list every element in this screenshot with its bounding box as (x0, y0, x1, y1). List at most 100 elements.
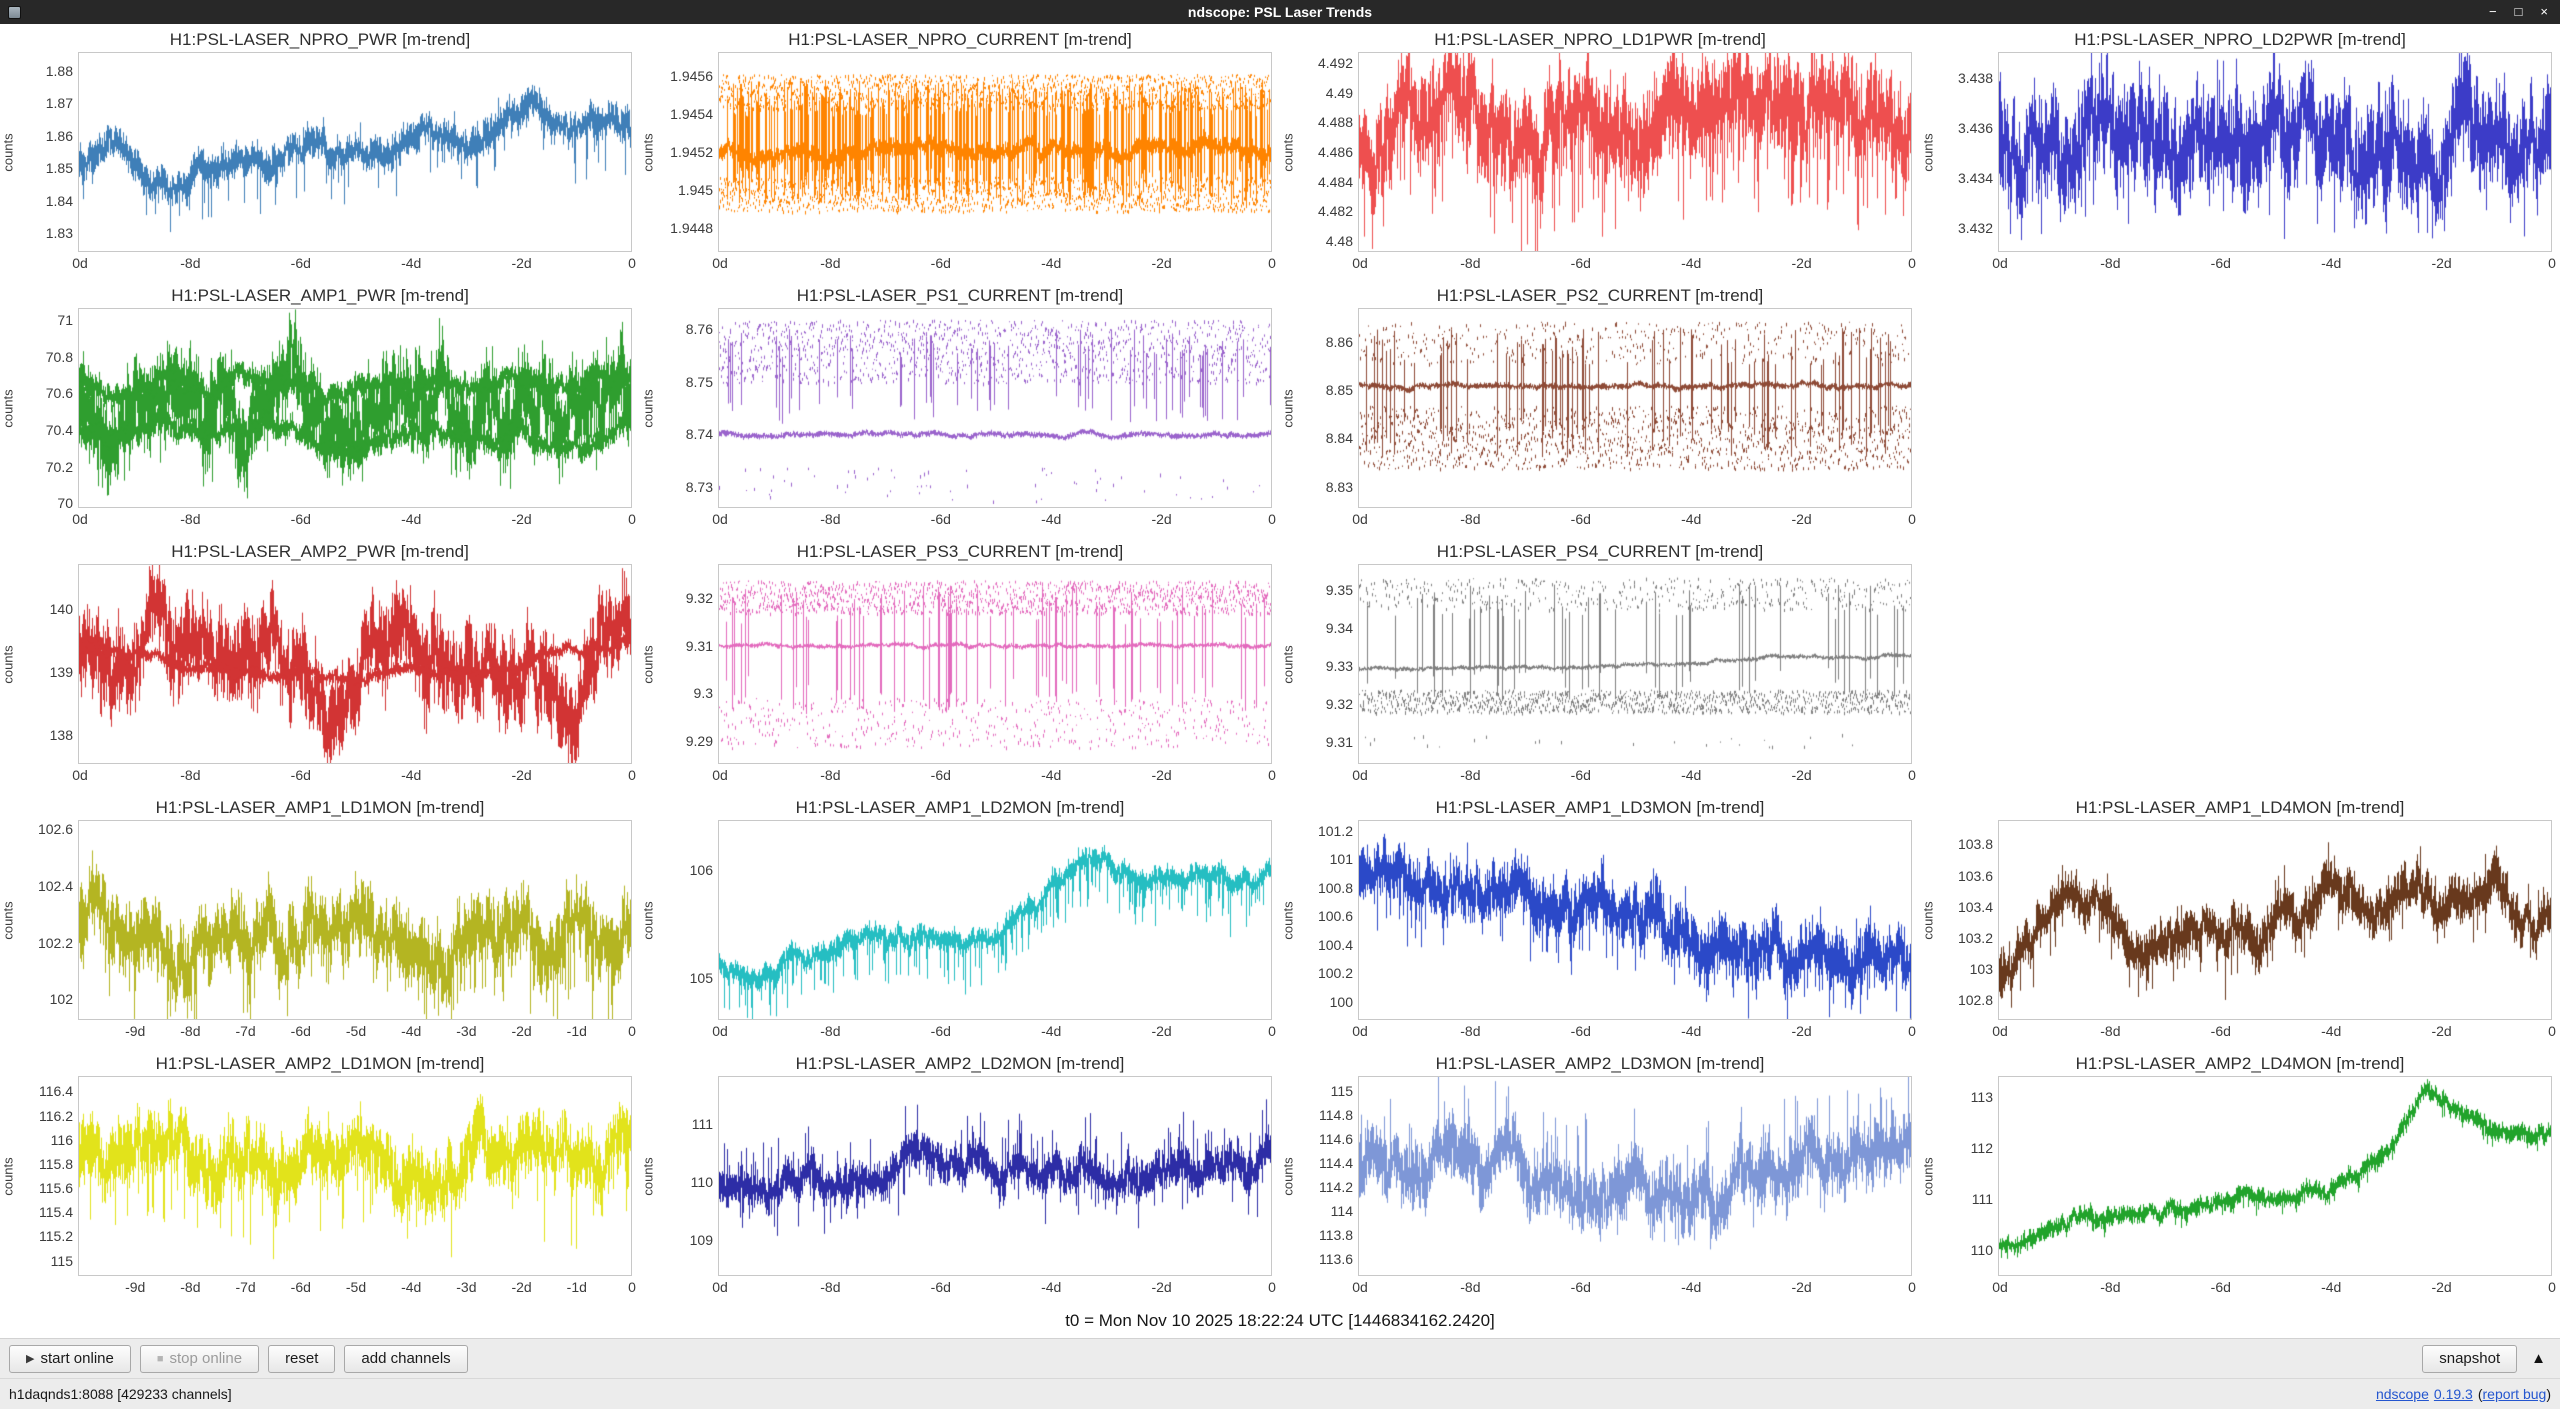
plot-canvas[interactable] (79, 53, 631, 251)
app-icon (8, 5, 21, 19)
x-tick-label: 0 (1268, 1023, 1276, 1039)
y-axis-label: counts (640, 132, 656, 172)
y-tick-label: 1.87 (45, 95, 73, 112)
x-tick-label: -8d (1460, 1279, 1481, 1295)
maximize-icon[interactable]: □ (2514, 4, 2523, 19)
plot-canvas[interactable] (1359, 53, 1911, 251)
plot-canvas[interactable] (1359, 1077, 1911, 1275)
x-tick-label: -2d (1151, 1279, 1172, 1295)
plot-title: H1:PSL-LASER_AMP1_LD3MON [m-trend] (1435, 798, 1765, 817)
x-tick-label: -6d (930, 511, 951, 527)
y-tick-label: 100.4 (1317, 936, 1353, 953)
x-tick-label: -8d (180, 255, 201, 271)
plot-canvas[interactable] (719, 309, 1271, 507)
x-tick-label: -4d (2321, 255, 2342, 271)
plot-canvas[interactable] (719, 1077, 1271, 1275)
y-tick-label: 71 (57, 312, 73, 328)
plot-canvas[interactable] (1999, 1077, 2551, 1275)
x-tick-label: 0 (1908, 511, 1916, 527)
plot-title: H1:PSL-LASER_AMP2_LD1MON [m-trend] (155, 1054, 485, 1073)
x-tick-label: -4d (1041, 255, 1062, 271)
y-tick-label: 100.8 (1317, 879, 1353, 896)
plot-panel: H1:PSL-LASER_PS2_CURRENT [m-trend] count… (1280, 280, 1920, 536)
y-tick-label: 8.83 (1325, 478, 1353, 495)
start-online-label: start online (40, 1350, 114, 1367)
x-tick-label: -6d (1570, 1023, 1591, 1039)
x-tick-label: -6d (1570, 255, 1591, 271)
expand-triangle-icon[interactable]: ▲ (2531, 1350, 2546, 1367)
x-axis-ticks: 0d -8d -6d -4d -2d 0 (1352, 764, 1916, 786)
report-bug-link[interactable]: report bug (2482, 1386, 2547, 1402)
y-tick-label: 8.86 (1325, 333, 1353, 350)
plot-canvas[interactable] (1359, 821, 1911, 1019)
plot-area[interactable] (1358, 52, 1912, 252)
plot-title: H1:PSL-LASER_AMP1_LD1MON [m-trend] (155, 798, 485, 817)
x-tick-label: -4d (1041, 767, 1062, 783)
y-tick-label: 116.4 (39, 1083, 73, 1100)
x-tick-label: -1d (566, 1023, 587, 1039)
plot-area[interactable] (78, 1076, 632, 1276)
plot-canvas[interactable] (1999, 821, 2551, 1019)
ndscope-link[interactable]: ndscope (2375, 1386, 2429, 1402)
plot-area[interactable] (718, 820, 1272, 1020)
y-tick-label: 1.86 (45, 127, 73, 144)
plot-canvas[interactable] (79, 565, 631, 763)
plot-canvas[interactable] (79, 821, 631, 1019)
plot-body: counts 9.31 9.32 9.33 9.34 9.35 (1280, 564, 1920, 764)
plot-title: H1:PSL-LASER_AMP1_LD2MON [m-trend] (795, 798, 1125, 817)
plot-area[interactable] (78, 52, 632, 252)
minimize-icon[interactable]: − (2488, 4, 2497, 19)
plot-canvas[interactable] (719, 821, 1271, 1019)
plot-area[interactable] (718, 308, 1272, 508)
add-channels-button[interactable]: add channels (344, 1344, 468, 1373)
plot-panel: H1:PSL-LASER_PS1_CURRENT [m-trend] count… (640, 280, 1280, 536)
plot-canvas[interactable] (1999, 53, 2551, 251)
stop-icon: ■ (156, 1352, 164, 1365)
plot-body: counts 109 110 111 (640, 1076, 1280, 1276)
plot-area[interactable] (1358, 820, 1912, 1020)
x-tick-label: -6d (290, 1279, 311, 1295)
plot-area[interactable] (1998, 1076, 2552, 1276)
plot-canvas[interactable] (1359, 565, 1911, 763)
x-tick-label: -4d (1041, 511, 1062, 527)
stop-online-button[interactable]: ■ stop online (139, 1344, 260, 1373)
plot-canvas[interactable] (719, 53, 1271, 251)
y-tick-label: 102.2 (37, 934, 73, 951)
plot-canvas[interactable] (1359, 309, 1911, 507)
y-axis-label: counts (1280, 900, 1296, 940)
version-link[interactable]: 0.19.3 (2433, 1386, 2473, 1402)
plot-area[interactable] (1358, 564, 1912, 764)
plot-area[interactable] (78, 308, 632, 508)
plot-body: counts 4.48 4.482 4.484 4.486 4.488 4.49 4.492 (1280, 52, 1920, 252)
plot-area[interactable] (1358, 1076, 1912, 1276)
y-tick-label: 4.49 (1325, 84, 1353, 101)
y-axis-ticks: 3.432 3.434 3.436 3.438 (1936, 52, 1998, 252)
x-axis-ticks: 0d -8d -6d -4d -2d 0 (1352, 252, 1916, 274)
y-tick-label: 113 (1970, 1089, 1993, 1106)
plot-area[interactable] (78, 820, 632, 1020)
y-tick-label: 9.32 (685, 589, 713, 606)
plot-area[interactable] (718, 564, 1272, 764)
y-tick-label: 101.2 (1317, 822, 1353, 839)
snapshot-button[interactable]: snapshot (2422, 1344, 2518, 1373)
plot-area[interactable] (78, 564, 632, 764)
plot-title: H1:PSL-LASER_NPRO_LD2PWR [m-trend] (2074, 30, 2406, 49)
plot-canvas[interactable] (719, 565, 1271, 763)
plot-area[interactable] (718, 52, 1272, 252)
plot-canvas[interactable] (79, 1077, 631, 1275)
plot-area[interactable] (1358, 308, 1912, 508)
plot-area[interactable] (1998, 52, 2552, 252)
y-axis-label: counts (0, 388, 16, 428)
plot-area[interactable] (718, 1076, 1272, 1276)
plot-panel: H1:PSL-LASER_AMP2_LD1MON [m-trend] count… (0, 1048, 640, 1304)
y-tick-label: 115.6 (39, 1180, 73, 1197)
plot-body: counts 8.83 8.84 8.85 8.86 (1280, 308, 1920, 508)
y-axis-label: counts (1920, 900, 1936, 940)
plot-title: H1:PSL-LASER_PS3_CURRENT [m-trend] (796, 542, 1124, 561)
plot-canvas[interactable] (79, 309, 631, 507)
y-tick-label: 102 (49, 991, 73, 1008)
start-online-button[interactable]: ▶ start online (9, 1344, 131, 1373)
close-icon[interactable]: × (2540, 4, 2548, 19)
reset-button[interactable]: reset (268, 1344, 336, 1373)
plot-area[interactable] (1998, 820, 2552, 1020)
